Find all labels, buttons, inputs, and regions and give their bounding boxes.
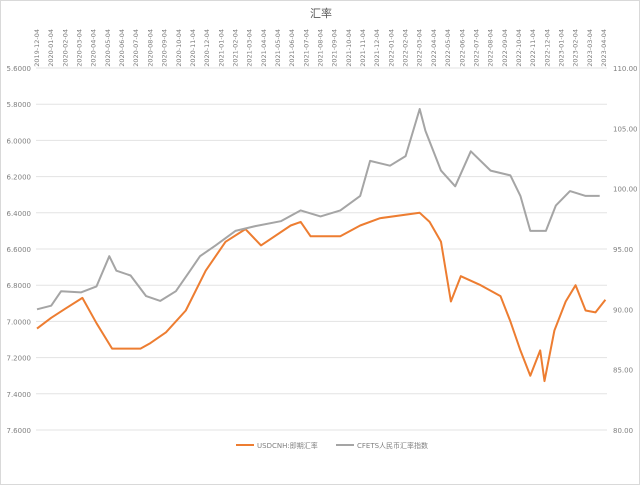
right-tick-label: 110.00: [613, 65, 638, 73]
series-cfets-line: [36, 108, 600, 311]
right-tick-label: 105.00: [613, 125, 638, 133]
left-tick-label: 5.6000: [7, 65, 32, 73]
legend-label: USDCNH:即期汇率: [257, 441, 318, 450]
x-tick-label: 2020-06-04: [118, 29, 126, 67]
right-tick-label: 90.00: [613, 306, 633, 314]
x-tick-label: 2020-05-04: [104, 29, 112, 67]
x-tick-label: 2021-07-04: [302, 29, 310, 67]
x-tick-label: 2021-04-04: [260, 29, 268, 67]
right-tick-label: 80.00: [613, 427, 633, 435]
x-tick-label: 2021-11-04: [359, 29, 367, 67]
left-tick-label: 6.0000: [7, 137, 32, 145]
x-tick-label: 2022-05-04: [444, 29, 452, 67]
x-tick-label: 2020-11-04: [189, 29, 197, 67]
x-tick-label: 2022-08-04: [487, 29, 495, 67]
legend-label: CFETS人民币汇率指数: [357, 441, 428, 450]
x-tick-label: 2021-08-04: [317, 29, 325, 67]
right-tick-label: 85.00: [613, 367, 633, 375]
x-tick-label: 2023-02-04: [572, 29, 580, 67]
left-tick-label: 7.4000: [7, 391, 32, 399]
left-tick-label: 6.6000: [7, 246, 32, 254]
right-tick-label: 95.00: [613, 246, 633, 254]
left-tick-label: 6.2000: [7, 174, 32, 182]
x-tick-label: 2023-01-04: [557, 29, 565, 67]
chart-title: 汇率: [310, 6, 332, 20]
left-tick-label: 5.8000: [7, 101, 32, 109]
x-tick-label: 2022-07-04: [472, 29, 480, 67]
x-tick-label: 2022-02-04: [402, 29, 410, 67]
x-tick-label: 2020-02-04: [61, 29, 69, 67]
x-tick-label: 2021-05-04: [274, 29, 282, 67]
x-tick-label: 2022-11-04: [529, 29, 537, 67]
x-tick-label: 2023-03-04: [586, 29, 594, 67]
x-tick-label: 2020-04-04: [90, 29, 98, 67]
x-tick-label: 2022-04-04: [430, 29, 438, 67]
x-tick-label: 2021-10-04: [345, 29, 353, 67]
x-tick-label: 2022-06-04: [458, 29, 466, 67]
x-tick-label: 2020-09-04: [161, 29, 169, 67]
x-tick-label: 2022-01-04: [387, 29, 395, 67]
x-tick-label: 2020-12-04: [203, 29, 211, 67]
x-tick-label: 2021-06-04: [288, 29, 296, 67]
x-tick-label: 2022-12-04: [543, 29, 551, 67]
x-tick-label: 2021-09-04: [331, 29, 339, 67]
left-tick-label: 6.8000: [7, 282, 32, 290]
left-tick-label: 6.4000: [7, 210, 32, 218]
x-tick-label: 2020-03-04: [76, 29, 84, 67]
right-tick-label: 100.00: [613, 186, 638, 194]
x-tick-label: 2021-01-04: [217, 29, 225, 67]
series-usdcnh-line: [36, 211, 607, 383]
x-tick-label: 2020-08-04: [146, 29, 154, 67]
x-tick-label: 2022-10-04: [515, 29, 523, 67]
x-tick-label: 2020-01-04: [47, 29, 55, 67]
x-tick-label: 2020-10-04: [175, 29, 183, 67]
left-tick-label: 7.0000: [7, 318, 32, 326]
x-tick-label: 2022-09-04: [501, 29, 509, 67]
x-tick-label: 2021-03-04: [246, 29, 254, 67]
left-tick-label: 7.6000: [7, 427, 32, 435]
x-tick-label: 2019-12-04: [33, 29, 41, 67]
x-tick-label: 2020-07-04: [132, 29, 140, 67]
x-tick-label: 2023-04-04: [600, 29, 608, 67]
x-tick-label: 2021-12-04: [373, 29, 381, 67]
left-tick-label: 7.2000: [7, 355, 32, 363]
x-tick-label: 2021-02-04: [231, 29, 239, 67]
x-tick-label: 2022-03-04: [416, 29, 424, 67]
